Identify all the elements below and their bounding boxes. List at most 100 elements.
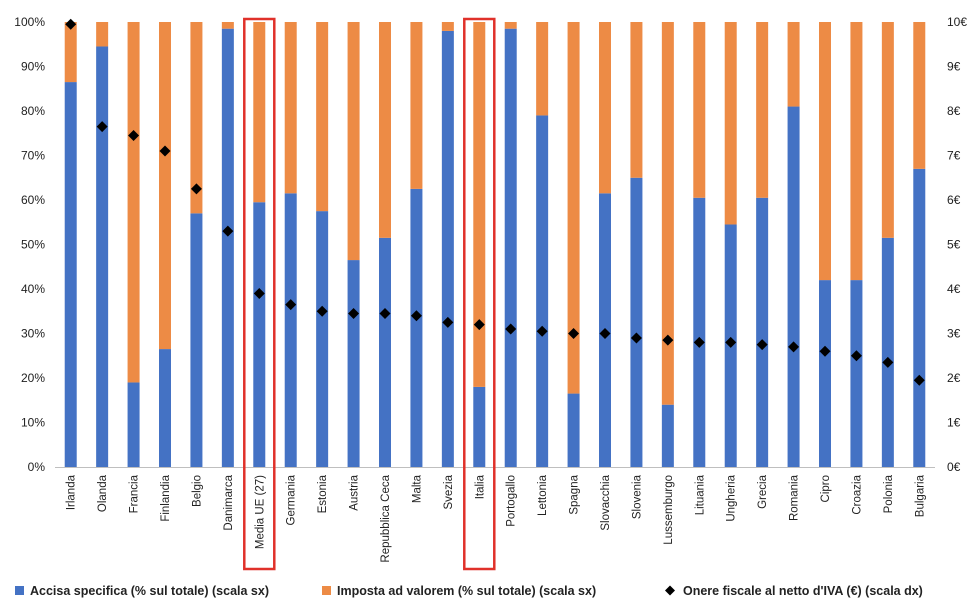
bar-ad-valorem-lussemburgo bbox=[661, 22, 674, 405]
bar-ad-valorem-media-ue-27 bbox=[253, 22, 266, 203]
category-label-malta: Malta bbox=[411, 474, 423, 503]
marker-onere-lussemburgo bbox=[662, 334, 674, 346]
category-label-belgio: Belgio bbox=[191, 475, 203, 507]
bar-accisa-germania bbox=[284, 193, 297, 467]
marker-onere-finlandia bbox=[159, 145, 171, 157]
marker-onere-grecia bbox=[756, 339, 768, 351]
bar-accisa-portogallo bbox=[504, 28, 517, 468]
marker-onere-cipro bbox=[819, 345, 831, 357]
marker-onere-belgio bbox=[190, 183, 202, 195]
category-label-slovenia: Slovenia bbox=[631, 474, 643, 519]
highlight-box-media-ue-27 bbox=[243, 17, 276, 571]
bar-ad-valorem-croazia bbox=[850, 22, 863, 281]
bar-ad-valorem-lituania bbox=[693, 22, 706, 198]
category-label-slovacchia: Slovacchia bbox=[600, 474, 612, 530]
bar-accisa-repubblica-ceca bbox=[379, 237, 391, 467]
left-tick-label: 50% bbox=[21, 238, 45, 252]
left-tick-label: 30% bbox=[21, 327, 45, 341]
legend: Accisa specifica (% sul totale) (scala s… bbox=[15, 584, 923, 598]
category-label-olanda: Olanda bbox=[97, 474, 109, 512]
category-label-lituania: Lituania bbox=[694, 474, 706, 515]
category-label-bulgaria: Bulgaria bbox=[914, 474, 926, 517]
category-label-spagna: Spagna bbox=[569, 474, 581, 514]
bar-ad-valorem-austria bbox=[347, 22, 360, 261]
category-label-grecia: Grecia bbox=[757, 474, 769, 508]
legend-marker-onere bbox=[665, 585, 675, 596]
bar-accisa-danimarca bbox=[221, 28, 234, 468]
marker-onere-polonia bbox=[882, 356, 894, 368]
bar-ad-valorem-portogallo bbox=[504, 22, 517, 29]
right-tick-label: 7€ bbox=[947, 149, 961, 163]
category-label-finlandia: Finlandia bbox=[160, 474, 172, 521]
right-tick-label: 4€ bbox=[947, 282, 961, 296]
bar-ad-valorem-olanda bbox=[96, 22, 109, 47]
bar-accisa-belgio bbox=[190, 213, 203, 467]
bar-accisa-finlandia bbox=[159, 349, 171, 467]
bar-accisa-francia bbox=[127, 382, 140, 467]
legend-swatch-ad-valorem bbox=[322, 586, 331, 595]
marker-onere-repubblica-ceca bbox=[379, 307, 391, 319]
marker-onere-romania bbox=[788, 341, 800, 353]
legend-label-ad-valorem: Imposta ad valorem (% sul totale) (scala… bbox=[337, 584, 596, 598]
bar-ad-valorem-slovenia bbox=[630, 22, 643, 178]
marker-onere-slovacchia bbox=[599, 328, 611, 339]
bar-accisa-croazia bbox=[850, 280, 863, 467]
category-labels: Irlanda Olanda Francia Finlandia Belgio Danim… bbox=[66, 474, 927, 562]
bar-ad-valorem-estonia bbox=[316, 22, 329, 212]
right-tick-label: 6€ bbox=[947, 193, 961, 207]
highlight-box-italia bbox=[463, 17, 496, 571]
category-label-media-ue-27: Media UE (27) bbox=[254, 475, 266, 549]
marker-onere-danimarca bbox=[222, 225, 234, 237]
bar-ad-valorem-belgio bbox=[190, 22, 203, 214]
left-tick-label: 40% bbox=[21, 282, 45, 296]
highlight-boxes bbox=[243, 17, 496, 571]
marker-onere-malta bbox=[410, 310, 422, 322]
category-label-irlanda: Irlanda bbox=[66, 474, 78, 510]
right-tick-label: 3€ bbox=[947, 327, 961, 341]
bar-ad-valorem-romania bbox=[787, 22, 800, 107]
marker-onere-media-ue-27 bbox=[253, 287, 265, 299]
right-tick-label: 9€ bbox=[947, 60, 961, 74]
bar-ad-valorem-slovacchia bbox=[599, 22, 611, 194]
bar-accisa-spagna bbox=[567, 393, 580, 467]
bar-accisa-cipro bbox=[819, 280, 831, 467]
category-label-germania: Germania bbox=[286, 474, 298, 525]
bar-accisa-italia bbox=[473, 386, 486, 467]
bar-ad-valorem-spagna bbox=[567, 22, 580, 394]
marker-onere-portogallo bbox=[505, 323, 517, 335]
marker-onere-francia bbox=[128, 129, 140, 141]
left-tick-label: 60% bbox=[21, 193, 45, 207]
right-tick-label: 2€ bbox=[947, 371, 961, 385]
bar-ad-valorem-repubblica-ceca bbox=[379, 22, 391, 238]
markers bbox=[65, 18, 925, 386]
marker-onere-bulgaria bbox=[913, 374, 925, 386]
category-label-romania: Romania bbox=[789, 474, 801, 521]
bar-ad-valorem-francia bbox=[127, 22, 140, 383]
legend-label-accisa: Accisa specifica (% sul totale) (scala s… bbox=[30, 584, 269, 598]
bar-ad-valorem-germania bbox=[284, 22, 297, 194]
category-label-danimarca: Danimarca bbox=[223, 474, 235, 530]
bar-accisa-lettonia bbox=[536, 115, 549, 467]
left-axis: 0% 10% 20% 30% 40% 50% 60% 70% 80% 90% 100% bbox=[14, 15, 45, 474]
bar-ad-valorem-svezia bbox=[441, 22, 454, 31]
marker-onere-svezia bbox=[442, 316, 454, 328]
bar-ad-valorem-bulgaria bbox=[913, 22, 926, 169]
bar-accisa-lussemburgo bbox=[661, 404, 674, 467]
marker-onere-estonia bbox=[316, 305, 328, 317]
left-tick-label: 10% bbox=[21, 416, 45, 430]
category-label-lettonia: Lettonia bbox=[537, 474, 549, 516]
bar-accisa-slovenia bbox=[630, 177, 643, 467]
bar-ad-valorem-cipro bbox=[819, 22, 831, 281]
bar-ad-valorem-polonia bbox=[881, 22, 894, 238]
right-tick-label: 1€ bbox=[947, 416, 961, 430]
left-tick-label: 90% bbox=[21, 60, 45, 74]
bar-accisa-svezia bbox=[441, 30, 454, 468]
marker-onere-slovenia bbox=[630, 332, 642, 344]
bar-accisa-irlanda bbox=[64, 82, 77, 467]
marker-onere-austria bbox=[348, 307, 360, 319]
category-label-svezia: Svezia bbox=[443, 474, 455, 509]
right-tick-label: 8€ bbox=[947, 104, 961, 118]
category-label-ungheria: Ungheria bbox=[726, 474, 738, 521]
bar-ad-valorem-finlandia bbox=[159, 22, 171, 350]
